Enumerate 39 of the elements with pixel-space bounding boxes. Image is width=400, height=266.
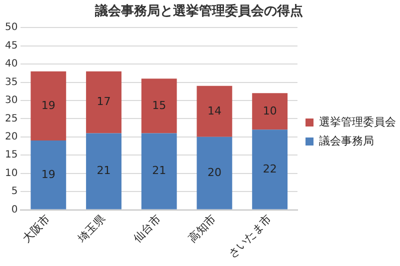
data-label: 21: [96, 164, 111, 178]
data-label: 20: [207, 166, 222, 179]
y-tick-label: 15: [4, 150, 18, 161]
legend-label: 議会事務局: [319, 134, 374, 148]
y-tick-label: 20: [4, 132, 18, 142]
bar: [252, 130, 288, 210]
data-label: 14: [207, 104, 222, 118]
bar: [252, 93, 288, 130]
y-tick-label: 50: [4, 22, 18, 34]
y-tick-label: 30: [4, 95, 18, 106]
x-tick-label: 仙台市: [130, 212, 164, 245]
bar: [30, 140, 66, 210]
y-tick-label: 5: [11, 186, 18, 198]
bar: [196, 86, 232, 137]
x-tick-label: 大阪市: [20, 212, 53, 245]
bar: [141, 78, 177, 134]
bar: [30, 71, 66, 141]
data-label: 15: [152, 98, 166, 112]
data-label: 17: [96, 95, 111, 108]
data-label: 10: [262, 104, 277, 118]
bar: [141, 133, 177, 210]
x-tick-label: 埼玉県: [74, 212, 108, 246]
data-label: 19: [41, 168, 56, 181]
y-tick-label: 35: [4, 76, 18, 88]
y-tick-label: 40: [4, 58, 18, 70]
bar: [86, 71, 122, 134]
bar: [196, 136, 232, 210]
bar: [86, 133, 122, 210]
x-tick-label: 高知市: [186, 212, 219, 245]
y-tick-label: 10: [4, 168, 18, 179]
legend-label: 選挙管理委員会: [319, 115, 396, 128]
x-tick-label: さいたま市: [226, 212, 274, 260]
chart-title: 議会事務局と選挙管理委員会の得点: [94, 3, 303, 20]
data-label: 19: [41, 98, 56, 112]
y-tick-label: 45: [4, 40, 18, 52]
data-label: 21: [152, 164, 166, 178]
y-tick-label: 25: [4, 113, 18, 124]
data-label: 22: [262, 162, 277, 176]
y-tick-label: 0: [11, 204, 18, 216]
